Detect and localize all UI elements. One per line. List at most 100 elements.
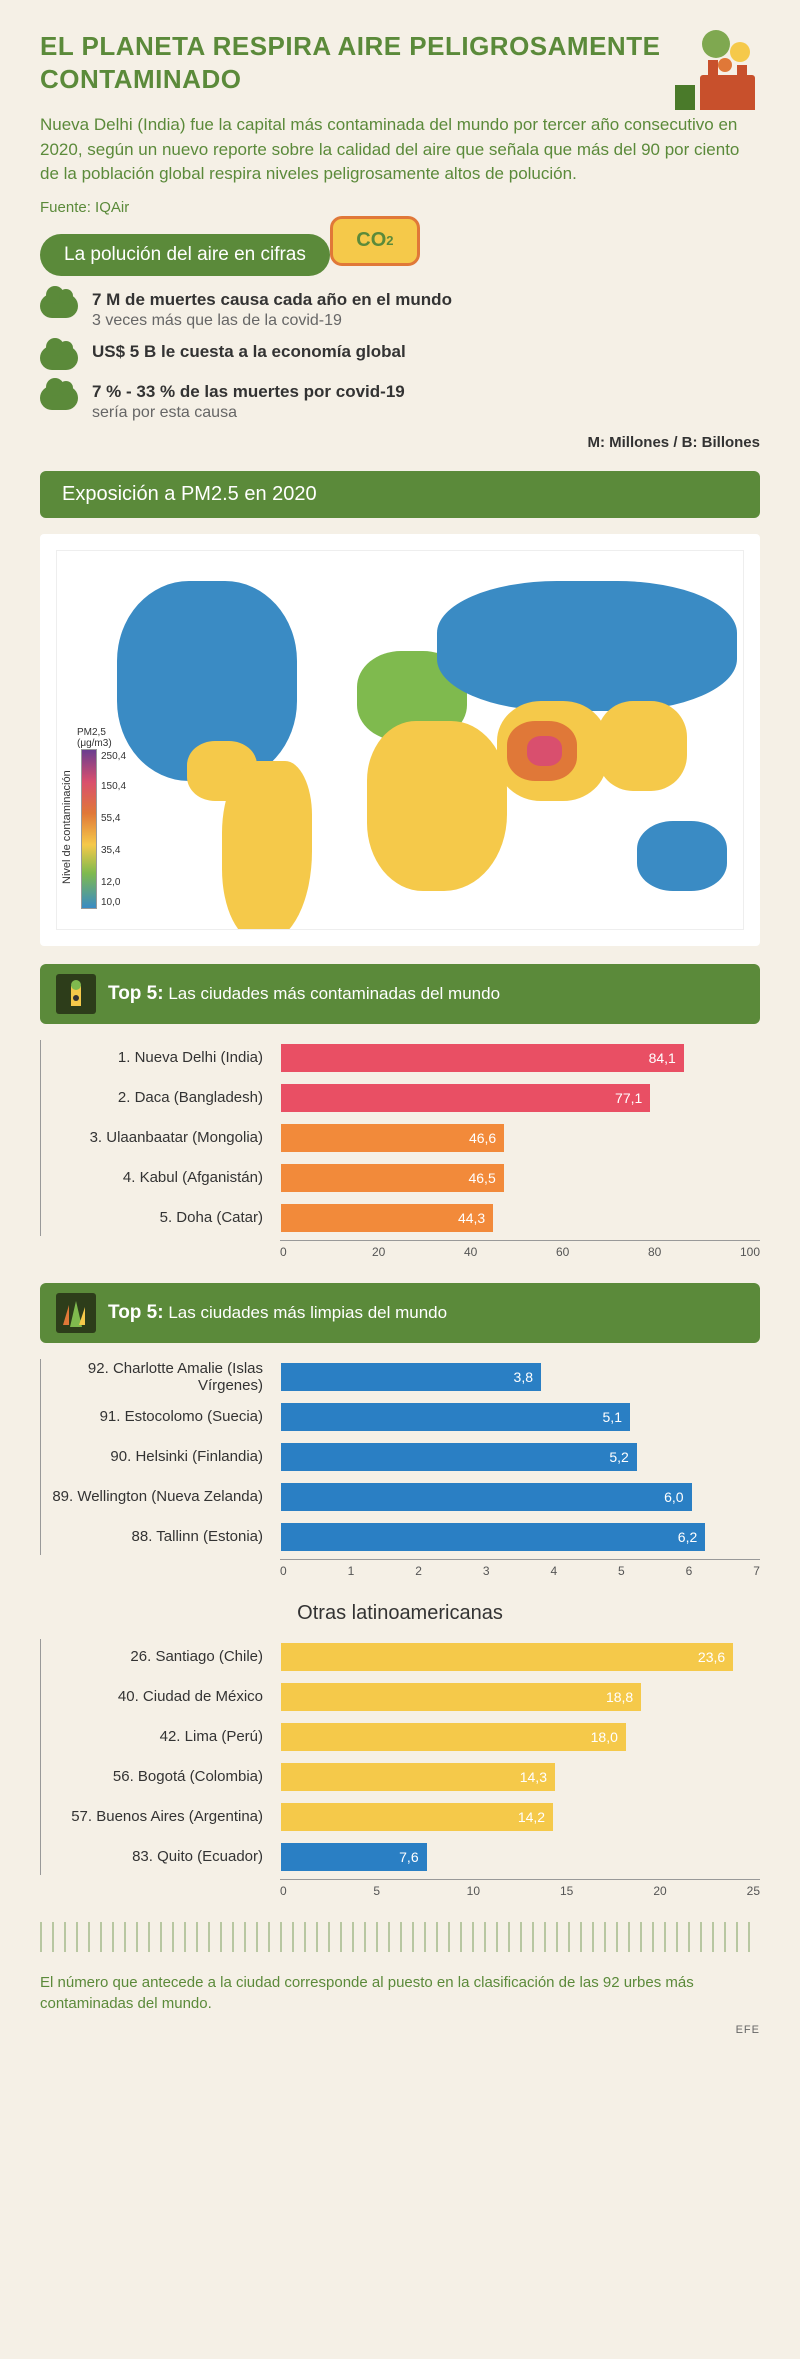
axis-tick: 6 (686, 1564, 754, 1578)
map-legend: PM2,5 (μg/m3) Nivel de contaminación 250… (67, 727, 137, 909)
axis-tick: 40 (464, 1245, 556, 1259)
bar-row: 83. Quito (Ecuador) 7,6 (41, 1839, 760, 1875)
axis-tick: 5 (618, 1564, 686, 1578)
bar-value: 6,0 (664, 1489, 683, 1505)
map-tick: 250,4 (101, 751, 126, 762)
bar-value: 46,6 (469, 1130, 496, 1146)
chart-latam: Otras latinoamericanas 26. Santiago (Chi… (40, 1602, 760, 1898)
stat-sub: 3 veces más que las de la covid-19 (92, 312, 452, 330)
bar-fill: 14,2 (281, 1803, 553, 1831)
bar-value: 84,1 (649, 1050, 676, 1066)
bar-row: 4. Kabul (Afganistán) 46,5 (41, 1160, 760, 1196)
axis-tick: 20 (653, 1884, 746, 1898)
axis-tick: 60 (556, 1245, 648, 1259)
bar-row: 40. Ciudad de México 18,8 (41, 1679, 760, 1715)
bar-row: 90. Helsinki (Finlandia) 5,2 (41, 1439, 760, 1475)
chart-polluted-title-bold: Top 5: (108, 983, 164, 1004)
map-unit: PM2,5 (μg/m3) (77, 727, 137, 749)
bar-label: 90. Helsinki (Finlandia) (41, 1448, 271, 1465)
bar-row: 1. Nueva Delhi (India) 84,1 (41, 1040, 760, 1076)
axis-tick: 0 (280, 1884, 373, 1898)
stat-bold: 7 M de muertes causa cada año en el mund… (92, 290, 452, 310)
bar-value: 5,2 (609, 1449, 628, 1465)
cloud-icon (40, 386, 78, 410)
bar-label: 91. Estocolomo (Suecia) (41, 1408, 271, 1425)
bar-row: 57. Buenos Aires (Argentina) 14,2 (41, 1799, 760, 1835)
bar-row: 56. Bogotá (Colombia) 14,3 (41, 1759, 760, 1795)
bar-fill: 7,6 (281, 1843, 427, 1871)
axis-tick: 7 (753, 1564, 760, 1578)
bar-value: 5,1 (603, 1409, 622, 1425)
co2-icon: CO2 (330, 216, 420, 266)
bar-label: 4. Kabul (Afganistán) (41, 1169, 271, 1186)
chart-clean-title: Las ciudades más limpias del mundo (168, 1303, 447, 1322)
bar-value: 14,2 (518, 1809, 545, 1825)
axis-tick: 2 (415, 1564, 483, 1578)
bar-value: 6,2 (678, 1529, 697, 1545)
axis-tick: 100 (740, 1245, 760, 1259)
intro-paragraph: Nueva Delhi (India) fue la capital más c… (40, 113, 760, 187)
bar-value: 3,8 (514, 1369, 533, 1385)
tree-icon (56, 1293, 96, 1333)
bar-fill: 18,0 (281, 1723, 626, 1751)
world-map: PM2,5 (μg/m3) Nivel de contaminación 250… (40, 534, 760, 946)
main-title: EL PLANETA RESPIRA AIRE PELIGROSAMENTE C… (40, 30, 760, 95)
bar-label: 89. Wellington (Nueva Zelanda) (41, 1488, 271, 1505)
map-section-header: Exposición a PM2.5 en 2020 (40, 471, 760, 518)
divider-pattern (40, 1922, 760, 1952)
axis-tick: 0 (280, 1564, 348, 1578)
bar-label: 92. Charlotte Amalie (Islas Vírgenes) (41, 1360, 271, 1394)
bar-row: 42. Lima (Perú) 18,0 (41, 1719, 760, 1755)
map-tick: 12,0 (101, 877, 120, 888)
stat-bold: 7 % - 33 % de las muertes por covid-19 (92, 382, 405, 402)
bar-fill: 5,2 (281, 1443, 637, 1471)
chart-clean-title-bold: Top 5: (108, 1302, 164, 1323)
bar-label: 88. Tallinn (Estonia) (41, 1528, 271, 1545)
axis-tick: 15 (560, 1884, 653, 1898)
bar-label: 3. Ulaanbaatar (Mongolia) (41, 1129, 271, 1146)
bar-row: 2. Daca (Bangladesh) 77,1 (41, 1080, 760, 1116)
map-scale-bar (81, 749, 97, 909)
stat-row: 7 % - 33 % de las muertes por covid-19 s… (40, 382, 760, 422)
axis-tick: 25 (747, 1884, 760, 1898)
stat-row: 7 M de muertes causa cada año en el mund… (40, 290, 760, 330)
bar-label: 83. Quito (Ecuador) (41, 1848, 271, 1865)
chart-clean-header: Top 5: Las ciudades más limpias del mund… (40, 1283, 760, 1343)
bar-row: 3. Ulaanbaatar (Mongolia) 46,6 (41, 1120, 760, 1156)
bar-value: 14,3 (520, 1769, 547, 1785)
axis-tick: 3 (483, 1564, 551, 1578)
units-legend: M: Millones / B: Billones (40, 434, 760, 451)
bar-fill: 46,6 (281, 1124, 504, 1152)
bar-fill: 44,3 (281, 1204, 493, 1232)
bar-fill: 77,1 (281, 1084, 650, 1112)
map-legend-axis: Nivel de contaminación (61, 747, 73, 907)
bar-fill: 18,8 (281, 1683, 641, 1711)
axis-tick: 1 (348, 1564, 416, 1578)
bar-row: 89. Wellington (Nueva Zelanda) 6,0 (41, 1479, 760, 1515)
stats-pill: La polución del aire en cifras (40, 234, 330, 276)
chart-polluted: Top 5: Las ciudades más contaminadas del… (40, 964, 760, 1259)
axis-tick: 80 (648, 1245, 740, 1259)
stats-list: 7 M de muertes causa cada año en el mund… (40, 290, 760, 422)
bar-row: 5. Doha (Catar) 44,3 (41, 1200, 760, 1236)
bar-fill: 3,8 (281, 1363, 541, 1391)
bar-row: 92. Charlotte Amalie (Islas Vírgenes) 3,… (41, 1359, 760, 1395)
bar-label: 56. Bogotá (Colombia) (41, 1768, 271, 1785)
bar-fill: 5,1 (281, 1403, 630, 1431)
bar-label: 1. Nueva Delhi (India) (41, 1049, 271, 1066)
bar-fill: 6,2 (281, 1523, 705, 1551)
infographic-root: EL PLANETA RESPIRA AIRE PELIGROSAMENTE C… (0, 0, 800, 2056)
bar-label: 42. Lima (Perú) (41, 1728, 271, 1745)
nuclear-icon (56, 974, 96, 1014)
chart-polluted-title: Las ciudades más contaminadas del mundo (168, 984, 500, 1003)
bar-fill: 6,0 (281, 1483, 692, 1511)
chart-polluted-header: Top 5: Las ciudades más contaminadas del… (40, 964, 760, 1024)
stat-row: US$ 5 B le cuesta a la economía global (40, 342, 760, 370)
bar-fill: 46,5 (281, 1164, 504, 1192)
footer-note: El número que antecede a la ciudad corre… (40, 1972, 760, 2014)
cloud-icon (40, 294, 78, 318)
axis-tick: 5 (373, 1884, 466, 1898)
bar-row: 88. Tallinn (Estonia) 6,2 (41, 1519, 760, 1555)
bar-label: 5. Doha (Catar) (41, 1209, 271, 1226)
axis-tick: 4 (550, 1564, 618, 1578)
